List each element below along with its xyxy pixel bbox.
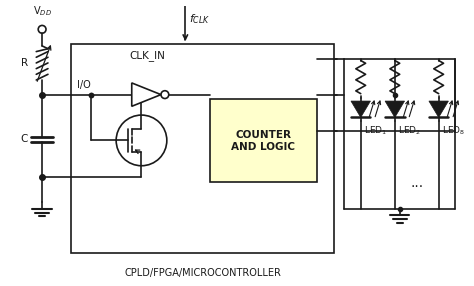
Text: LED$_1$: LED$_1$ bbox=[364, 124, 387, 137]
Text: CLK_IN: CLK_IN bbox=[130, 50, 166, 61]
Text: C: C bbox=[20, 134, 27, 144]
Text: R: R bbox=[21, 58, 28, 68]
Polygon shape bbox=[351, 101, 371, 118]
Polygon shape bbox=[132, 83, 161, 106]
Text: COUNTER
AND LOGIC: COUNTER AND LOGIC bbox=[231, 130, 295, 152]
Text: LED$_2$: LED$_2$ bbox=[398, 124, 421, 137]
Text: I/O: I/O bbox=[77, 80, 91, 90]
Text: LED$_8$: LED$_8$ bbox=[442, 124, 465, 137]
FancyBboxPatch shape bbox=[210, 100, 317, 182]
Text: CPLD/FPGA/MICROCONTROLLER: CPLD/FPGA/MICROCONTROLLER bbox=[125, 268, 281, 278]
FancyBboxPatch shape bbox=[72, 44, 335, 253]
Text: ···: ··· bbox=[410, 180, 423, 194]
Polygon shape bbox=[385, 101, 405, 118]
Text: V$_{DD}$: V$_{DD}$ bbox=[33, 4, 52, 18]
Polygon shape bbox=[429, 101, 448, 118]
Text: $f_{CLK}$: $f_{CLK}$ bbox=[189, 13, 210, 27]
